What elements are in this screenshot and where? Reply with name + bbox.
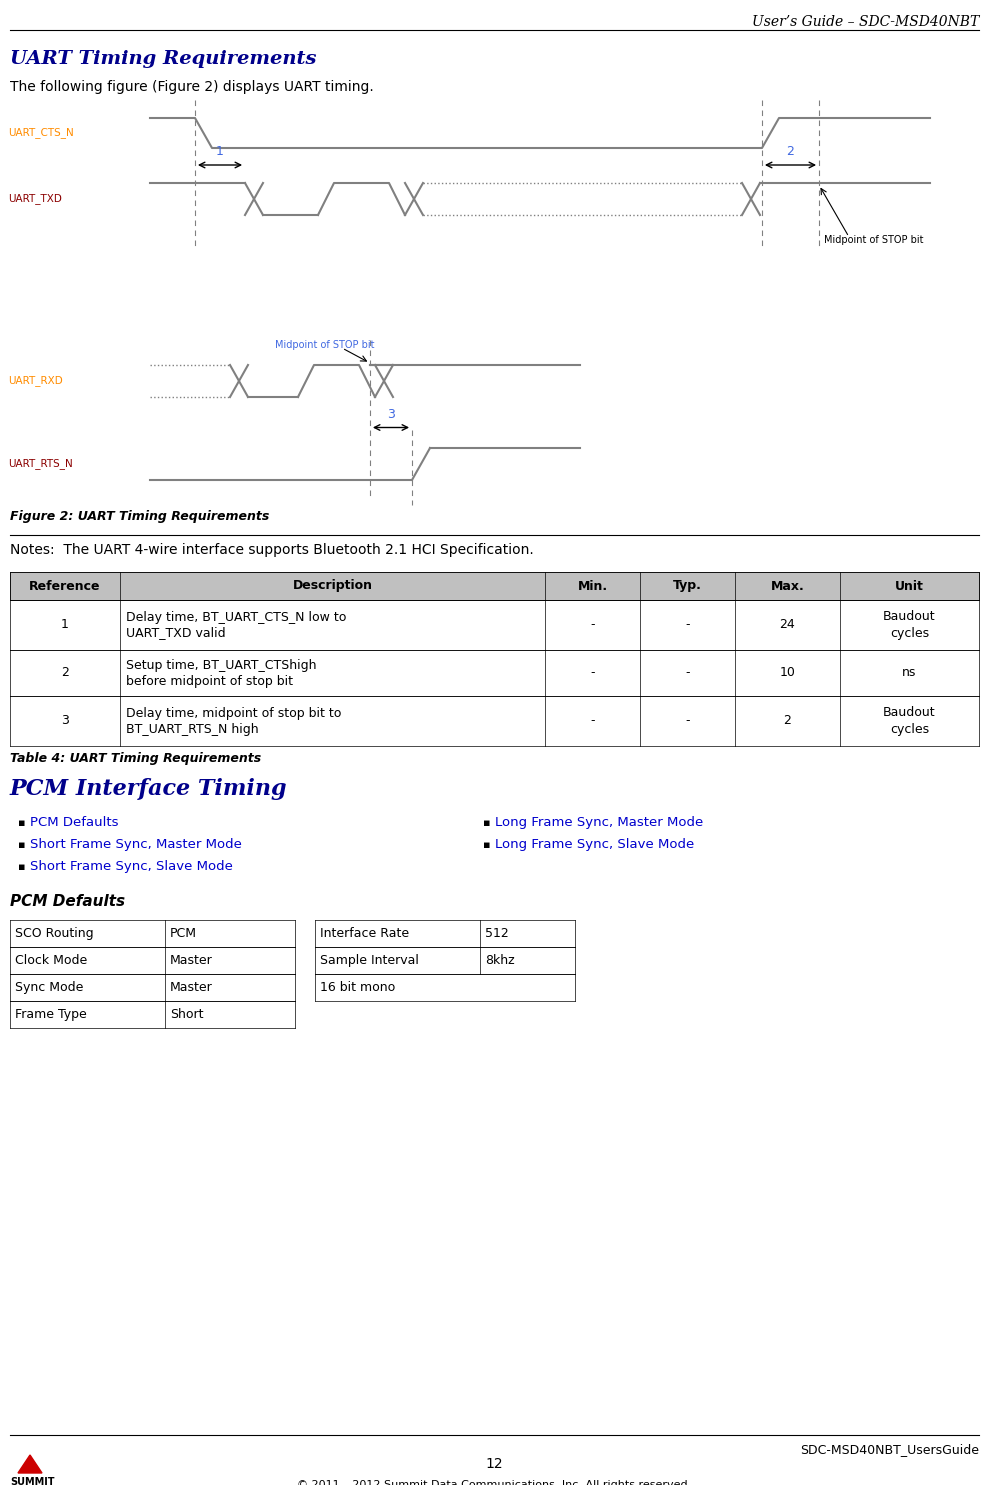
Text: -: -: [590, 618, 594, 631]
Text: Unit: Unit: [895, 579, 924, 593]
Text: Max.: Max.: [770, 579, 804, 593]
Text: The following figure (Figure 2) displays UART timing.: The following figure (Figure 2) displays…: [10, 80, 374, 94]
Text: PCM: PCM: [170, 927, 197, 940]
Text: ▪: ▪: [18, 841, 26, 849]
Text: ▪: ▪: [18, 818, 26, 829]
Text: 512: 512: [485, 927, 508, 940]
Text: 3: 3: [387, 407, 395, 420]
Text: PCM Defaults: PCM Defaults: [10, 894, 126, 909]
Text: Description: Description: [293, 579, 373, 593]
Text: 24: 24: [779, 618, 795, 631]
FancyBboxPatch shape: [10, 572, 979, 600]
Text: Delay time, BT_UART_CTS_N low to
UART_TXD valid: Delay time, BT_UART_CTS_N low to UART_TX…: [126, 610, 346, 640]
Text: Short: Short: [170, 1008, 204, 1022]
Text: ns: ns: [902, 667, 917, 680]
Text: Midpoint of STOP bit: Midpoint of STOP bit: [824, 235, 924, 245]
Text: UART Timing Requirements: UART Timing Requirements: [10, 50, 316, 68]
Text: ▪: ▪: [18, 861, 26, 872]
Text: 1: 1: [216, 146, 224, 157]
Text: Table 4: UART Timing Requirements: Table 4: UART Timing Requirements: [10, 751, 261, 765]
Text: Baudout
cycles: Baudout cycles: [883, 707, 936, 735]
Text: Notes:  The UART 4-wire interface supports Bluetooth 2.1 HCI Specification.: Notes: The UART 4-wire interface support…: [10, 544, 534, 557]
Text: Clock Mode: Clock Mode: [15, 953, 87, 967]
Text: ▪: ▪: [483, 818, 491, 829]
Text: Master: Master: [170, 953, 213, 967]
Text: -: -: [590, 714, 594, 728]
Text: Short Frame Sync, Master Mode: Short Frame Sync, Master Mode: [30, 838, 242, 851]
Text: UART_RTS_N: UART_RTS_N: [8, 459, 73, 469]
Text: ▪: ▪: [483, 841, 491, 849]
Text: PCM Defaults: PCM Defaults: [30, 815, 119, 829]
Text: 2: 2: [61, 667, 69, 680]
Text: Min.: Min.: [578, 579, 607, 593]
Text: Interface Rate: Interface Rate: [320, 927, 409, 940]
Text: Setup time, BT_UART_CTShigh
before midpoint of stop bit: Setup time, BT_UART_CTShigh before midpo…: [126, 658, 316, 688]
Text: Short Frame Sync, Slave Mode: Short Frame Sync, Slave Mode: [30, 860, 232, 873]
Text: Sync Mode: Sync Mode: [15, 982, 83, 993]
Text: Long Frame Sync, Master Mode: Long Frame Sync, Master Mode: [495, 815, 703, 829]
Text: 3: 3: [61, 714, 69, 728]
Text: Sample Interval: Sample Interval: [320, 953, 419, 967]
Text: 1: 1: [61, 618, 69, 631]
Text: © 2011 – 2012 Summit Data Communications, Inc. All rights reserved.: © 2011 – 2012 Summit Data Communications…: [297, 1481, 691, 1485]
Text: -: -: [685, 667, 689, 680]
Text: -: -: [685, 714, 689, 728]
Text: Figure 2: UART Timing Requirements: Figure 2: UART Timing Requirements: [10, 509, 269, 523]
Text: -: -: [685, 618, 689, 631]
Text: -: -: [590, 667, 594, 680]
Polygon shape: [18, 1455, 42, 1473]
Text: Midpoint of STOP bit: Midpoint of STOP bit: [275, 340, 375, 350]
Text: Baudout
cycles: Baudout cycles: [883, 610, 936, 640]
Text: 12: 12: [486, 1457, 502, 1472]
Text: 8khz: 8khz: [485, 953, 514, 967]
Text: Master: Master: [170, 982, 213, 993]
Text: Long Frame Sync, Slave Mode: Long Frame Sync, Slave Mode: [495, 838, 694, 851]
Text: Typ.: Typ.: [674, 579, 702, 593]
Text: User’s Guide – SDC-MSD40NBT: User’s Guide – SDC-MSD40NBT: [752, 15, 979, 30]
Text: Delay time, midpoint of stop bit to
BT_UART_RTS_N high: Delay time, midpoint of stop bit to BT_U…: [126, 707, 341, 735]
Text: 2: 2: [786, 146, 794, 157]
Text: 2: 2: [783, 714, 791, 728]
Text: UART_CTS_N: UART_CTS_N: [8, 128, 74, 138]
Text: SCO Routing: SCO Routing: [15, 927, 94, 940]
Text: PCM Interface Timing: PCM Interface Timing: [10, 778, 288, 800]
Text: 10: 10: [779, 667, 795, 680]
Text: 16 bit mono: 16 bit mono: [320, 982, 396, 993]
Text: Frame Type: Frame Type: [15, 1008, 87, 1022]
Text: UART_TXD: UART_TXD: [8, 193, 62, 205]
Text: UART_RXD: UART_RXD: [8, 376, 62, 386]
Text: SUMMIT: SUMMIT: [10, 1478, 54, 1485]
Text: Reference: Reference: [30, 579, 101, 593]
Text: SDC-MSD40NBT_UsersGuide: SDC-MSD40NBT_UsersGuide: [800, 1443, 979, 1455]
